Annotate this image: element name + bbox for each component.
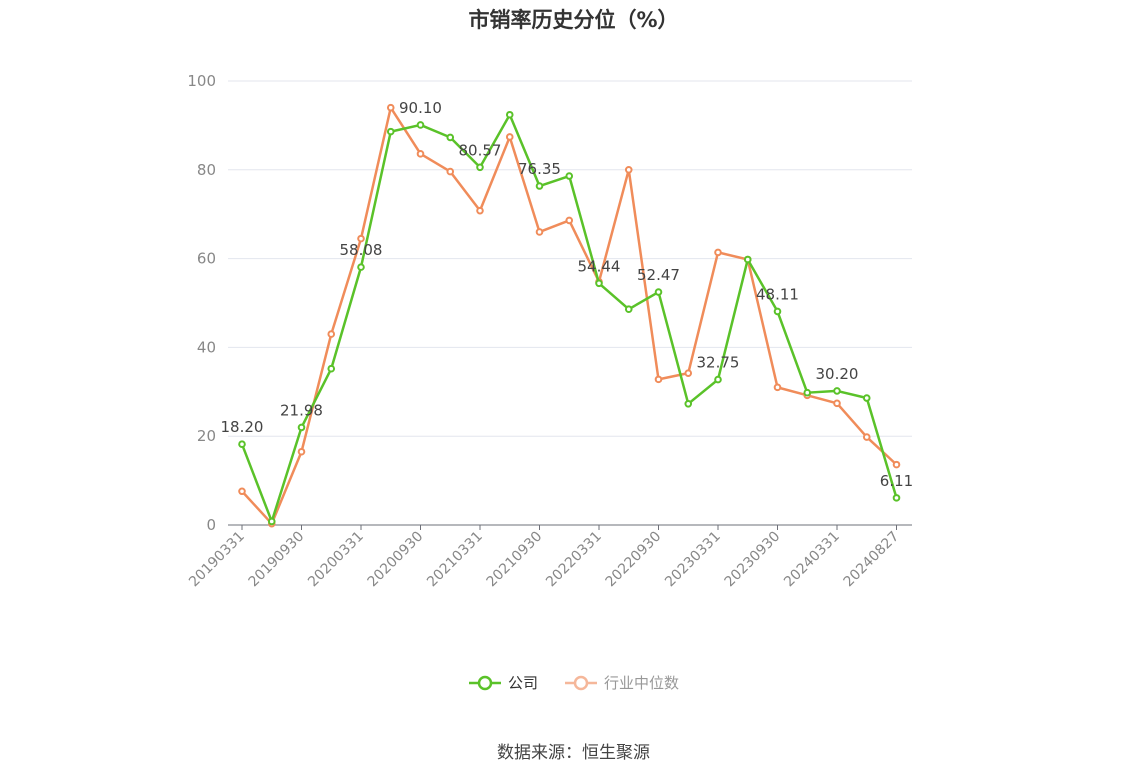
data-point [654,375,663,384]
data-point [862,394,871,402]
x-tick-label: 20220331 [543,529,605,591]
data-label: 48.11 [756,285,799,303]
data-point [862,433,871,441]
data-point [446,133,455,142]
legend-label-company: 公司 [507,674,538,692]
data-labels: 18.20 21.98 58.08 90.10 80.57 76.35 54.44 52.47… [221,99,914,490]
data-label: 76.35 [518,160,561,178]
axes: 0 20 40 60 80 100 2019033120190930202003312020… [186,72,912,590]
legend-label-industry: 行业中位数 [604,674,680,692]
y-tick-label: 0 [206,516,216,534]
x-tick-label: 20210930 [484,529,546,591]
x-tick-label: 20190930 [246,529,308,591]
data-point [803,388,812,397]
data-point [773,383,782,392]
legend-industry-marker [565,675,597,690]
data-point [297,423,306,432]
data-point [416,150,425,158]
data-point [565,172,574,180]
x-tick-label: 20230930 [722,529,784,591]
x-tick-label: 20190331 [186,529,248,591]
data-point [535,182,544,190]
x-tick-label: 20240827 [841,529,903,591]
data-label: 32.75 [697,354,740,372]
data-label: 30.20 [816,365,859,383]
data-point [267,517,276,526]
data-point [357,263,365,271]
x-tick-label: 20240331 [781,529,843,591]
data-point [892,494,901,502]
x-tick-label: 20220930 [603,529,665,591]
data-point [565,216,574,225]
data-label: 18.20 [221,418,264,436]
data-point [446,167,455,176]
data-point [535,228,544,236]
legend-item-company[interactable]: 公司 [468,672,538,693]
data-point [743,255,752,264]
data-point [595,279,603,288]
data-point [684,399,693,408]
data-point [297,447,306,456]
data-point [327,330,336,338]
y-tick-label: 40 [197,338,216,356]
data-point [833,399,841,408]
y-tick-label: 60 [197,250,216,268]
data-point [505,110,514,119]
x-tick-label: 20200930 [365,529,427,591]
data-point [714,248,722,257]
data-label: 54.44 [578,257,621,275]
data-label: 90.10 [399,99,442,117]
data-point [327,364,336,373]
legend-company-marker [468,675,501,690]
x-tick-label: 20200331 [305,529,367,591]
data-point [476,206,484,215]
data-point [505,133,514,141]
data-point [684,369,693,377]
y-tick-label: 20 [197,427,216,445]
data-point [773,307,782,316]
data-point [714,375,722,384]
data-point [833,387,841,395]
data-point [238,440,246,448]
data-label: 6.11 [880,472,913,490]
y-tick-label: 80 [197,161,216,179]
data-point [357,234,365,243]
legend-item-industry[interactable]: 行业中位数 [564,672,679,693]
grid-lines [228,80,912,437]
y-tick-label: 100 [187,72,216,90]
data-point [892,460,901,469]
data-point [386,127,395,136]
data-label: 21.98 [280,401,323,419]
data-point [654,288,663,296]
data-point [238,487,246,496]
data-source: 数据来源：恒生聚源 [497,743,650,763]
data-label: 80.57 [459,141,502,159]
legend: 公司 行业中位数 [0,672,1147,693]
chart-title: 市销率历史分位（%） [468,8,679,32]
data-label: 52.47 [637,266,680,284]
data-label: 58.08 [340,241,383,259]
x-tick-label: 20230331 [662,529,724,591]
series-lines [238,103,901,528]
data-point [386,103,395,112]
data-point [624,305,633,314]
data-point [416,121,425,129]
data-point [476,163,484,172]
x-tick-label: 20210331 [424,529,486,591]
data-point [624,166,633,174]
